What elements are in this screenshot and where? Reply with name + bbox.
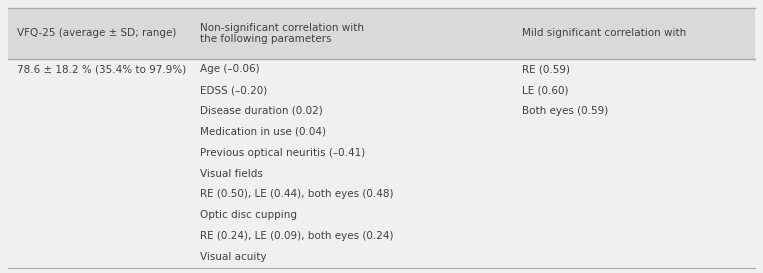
Text: RE (0.50), LE (0.44), both eyes (0.48): RE (0.50), LE (0.44), both eyes (0.48) <box>200 189 394 200</box>
Text: Mild significant correlation with: Mild significant correlation with <box>522 28 686 38</box>
Bar <box>8 8 755 59</box>
Text: EDSS (–0.20): EDSS (–0.20) <box>200 85 267 95</box>
Text: Optic disc cupping: Optic disc cupping <box>200 210 297 220</box>
Text: Non-significant correlation with
the following parameters: Non-significant correlation with the fol… <box>200 23 364 44</box>
Text: LE (0.60): LE (0.60) <box>522 85 568 95</box>
Text: Both eyes (0.59): Both eyes (0.59) <box>522 106 608 116</box>
Text: Previous optical neuritis (–0.41): Previous optical neuritis (–0.41) <box>200 148 365 158</box>
Text: 78.6 ± 18.2 % (35.4% to 97.9%): 78.6 ± 18.2 % (35.4% to 97.9%) <box>17 64 186 74</box>
Text: Age (–0.06): Age (–0.06) <box>200 64 259 74</box>
Text: RE (0.59): RE (0.59) <box>522 64 569 74</box>
Text: Disease duration (0.02): Disease duration (0.02) <box>200 106 323 116</box>
Text: Medication in use (0.04): Medication in use (0.04) <box>200 127 326 137</box>
Text: Visual acuity: Visual acuity <box>200 252 266 262</box>
Text: RE (0.24), LE (0.09), both eyes (0.24): RE (0.24), LE (0.09), both eyes (0.24) <box>200 231 394 241</box>
Text: VFQ-25 (average ± SD; range): VFQ-25 (average ± SD; range) <box>17 28 176 38</box>
Text: Visual fields: Visual fields <box>200 168 263 179</box>
